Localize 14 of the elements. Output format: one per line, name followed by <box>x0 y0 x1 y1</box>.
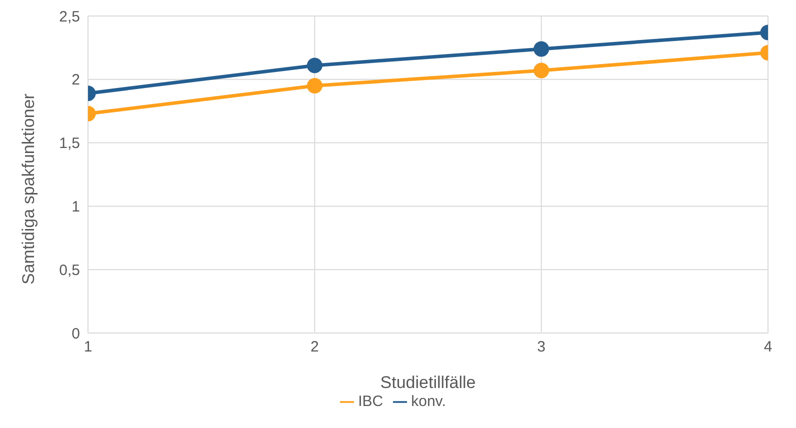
y-tick-label: 0,5 <box>59 262 80 279</box>
y-tick-label: 1 <box>72 198 80 216</box>
y-axis-title: Samtidiga spakfunktioner <box>19 93 38 284</box>
legend-label: konv. <box>411 393 446 410</box>
x-axis-title: Studietillfälle <box>380 373 476 392</box>
y-tick-label: 2 <box>72 72 80 89</box>
y-tick-label: 0 <box>72 325 80 342</box>
x-tick-label: 1 <box>84 338 92 356</box>
x-tick-label: 2 <box>310 338 319 356</box>
x-tick-label: 4 <box>764 338 772 356</box>
y-tick-label: 2,5 <box>59 8 80 26</box>
x-tick-label: 3 <box>537 338 546 356</box>
y-tick-label: 1,5 <box>59 135 80 152</box>
legend-label: IBC <box>358 393 384 410</box>
